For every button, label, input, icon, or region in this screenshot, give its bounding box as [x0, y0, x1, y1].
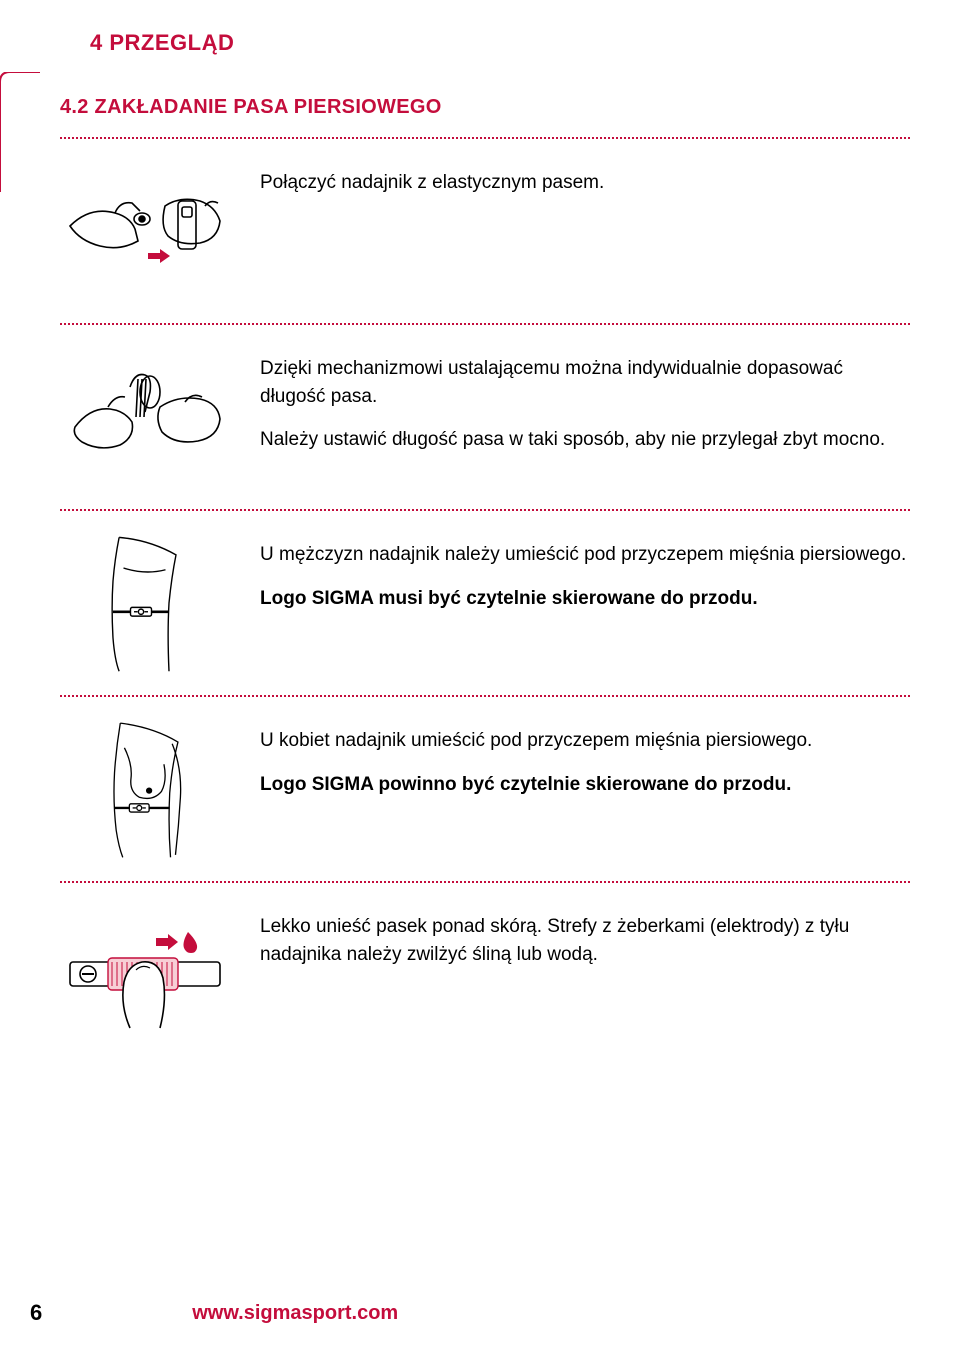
step-text: U mężczyzn nadajnik należy umieścić pod … — [260, 533, 910, 612]
page-footer: 6 www.sigmasport.com — [30, 1300, 910, 1326]
manual-page: 4 PRZEGLĄD 4.2 ZAKŁADANIE PASA PIERSIOWE… — [0, 0, 960, 1354]
paragraph-bold: Logo SIGMA musi być czytelnie skierowane… — [260, 585, 910, 613]
footer-url: www.sigmasport.com — [192, 1302, 398, 1325]
step-row: U mężczyzn nadajnik należy umieścić pod … — [30, 511, 910, 695]
torso-female-illustration — [60, 719, 230, 859]
chapter-title: 4 PRZEGLĄD — [90, 30, 910, 56]
page-number: 6 — [30, 1300, 42, 1326]
paragraph: Połączyć nadajnik z elastycznym pasem. — [260, 169, 910, 197]
step-row: Połączyć nadajnik z elastycznym pasem. — [30, 139, 910, 323]
paragraph: Dzięki mechanizmowi ustalającemu można i… — [260, 355, 910, 410]
step-row: Dzięki mechanizmowi ustalającemu można i… — [30, 325, 910, 509]
step-text: U kobiet nadajnik umieścić pod przyczepe… — [260, 719, 910, 798]
moisten-electrode-illustration — [60, 905, 230, 1045]
paragraph: U mężczyzn nadajnik należy umieścić pod … — [260, 541, 910, 569]
hands-adjust-strap-illustration — [60, 347, 230, 487]
step-row: Lekko unieść pasek ponad skórą. Strefy z… — [30, 883, 910, 1067]
arrow-droplet-icon — [156, 932, 197, 953]
paragraph: Należy ustawić długość pasa w taki sposó… — [260, 426, 910, 454]
paragraph-bold: Logo SIGMA powinno być czytelnie skierow… — [260, 771, 910, 799]
hands-connect-transmitter-illustration — [60, 161, 230, 301]
step-text: Lekko unieść pasek ponad skórą. Strefy z… — [260, 905, 910, 968]
torso-male-illustration — [60, 533, 230, 673]
step-text: Połączyć nadajnik z elastycznym pasem. — [260, 161, 910, 197]
step-row: U kobiet nadajnik umieścić pod przyczepe… — [30, 697, 910, 881]
paragraph: Lekko unieść pasek ponad skórą. Strefy z… — [260, 913, 910, 968]
step-text: Dzięki mechanizmowi ustalającemu można i… — [260, 347, 910, 454]
paragraph: U kobiet nadajnik umieścić pod przyczepe… — [260, 727, 910, 755]
section-title: 4.2 ZAKŁADANIE PASA PIERSIOWEGO — [60, 96, 910, 119]
corner-decoration — [0, 72, 40, 192]
